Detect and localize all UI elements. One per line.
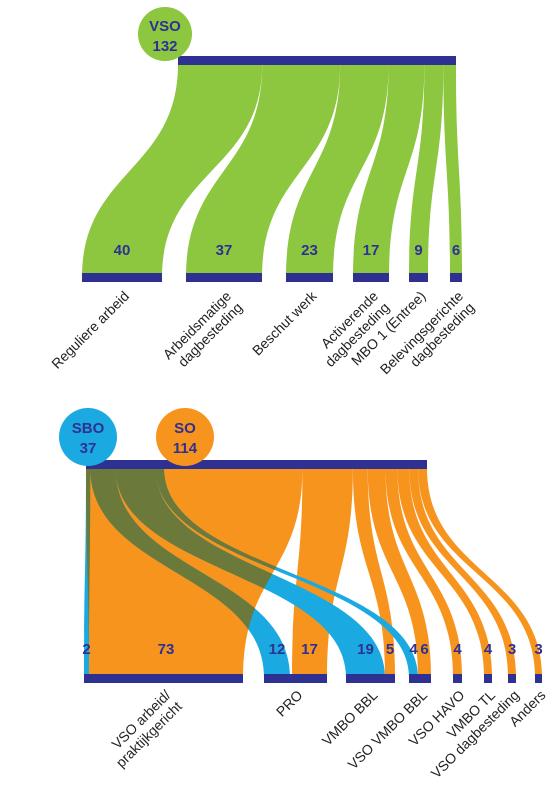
target-value: 23 xyxy=(301,242,318,259)
target-bar xyxy=(82,273,162,282)
source-name-sbo: SBO xyxy=(72,420,105,437)
target-value-so: 4 xyxy=(453,641,462,658)
source-bar-vso xyxy=(178,56,456,65)
target-bar xyxy=(535,674,542,683)
target-value-sbo: 4 xyxy=(409,641,418,658)
target-bar xyxy=(346,674,395,683)
source-total-so: 114 xyxy=(173,440,198,457)
source-bubble-so xyxy=(156,408,214,466)
flow-0 xyxy=(82,64,263,277)
flow-2 xyxy=(286,64,389,277)
target-label: Belevingsgerichtedagbesteding xyxy=(377,288,478,389)
target-label: Arbeidsmatigedagbesteding xyxy=(160,288,246,374)
target-bar xyxy=(508,674,516,683)
target-value-so: 73 xyxy=(158,641,175,658)
source-name: VSO xyxy=(149,18,181,35)
target-bar xyxy=(286,273,333,282)
target-bar xyxy=(353,273,389,282)
flow-1 xyxy=(186,64,341,277)
source-total: 132 xyxy=(152,38,177,55)
target-value-so: 3 xyxy=(508,641,516,658)
target-value: 9 xyxy=(414,242,422,259)
target-value-so: 3 xyxy=(534,641,542,658)
target-bar xyxy=(409,273,428,282)
target-value-so: 17 xyxy=(301,641,318,658)
source-bubble-sbo xyxy=(59,408,117,466)
target-bar xyxy=(484,674,492,683)
target-label: VSO arbeid/praktijkgericht xyxy=(101,687,185,771)
source-bar-so xyxy=(86,460,427,469)
flow-so-7 xyxy=(418,468,542,678)
target-label-line: PRO xyxy=(273,687,306,720)
flow-4 xyxy=(409,64,444,277)
flow-so-1 xyxy=(292,468,353,678)
source-total-sbo: 37 xyxy=(80,440,97,457)
target-bar xyxy=(453,674,462,683)
target-value: 40 xyxy=(114,242,131,259)
target-value-so: 4 xyxy=(484,641,493,658)
target-value-so: 5 xyxy=(386,641,394,658)
target-value: 17 xyxy=(363,242,380,259)
flow-so-3 xyxy=(367,468,431,678)
target-label-line: Beschut werk xyxy=(249,287,320,358)
flow-so-5 xyxy=(397,468,492,678)
source-bubble-vso xyxy=(138,7,192,61)
target-bar xyxy=(84,674,243,683)
target-value: 6 xyxy=(452,242,460,259)
target-label: Reguliere arbeid xyxy=(48,288,132,372)
vso-sankey: 40 Reguliere arbeid 37 Arbeidsmatigedagbest… xyxy=(48,7,478,389)
flow-so-4 xyxy=(385,468,462,678)
source-name-so: SO xyxy=(174,420,196,437)
flow-5 xyxy=(443,64,462,277)
flow-sbo-3 xyxy=(155,468,418,678)
target-value-sbo: 2 xyxy=(82,641,90,658)
target-bar xyxy=(409,674,431,683)
target-bar xyxy=(186,273,262,282)
flow-so-6 xyxy=(409,468,516,678)
target-label: PRO xyxy=(273,687,306,720)
target-bar xyxy=(450,273,462,282)
flow-3 xyxy=(353,64,425,277)
target-value: 37 xyxy=(216,242,233,259)
target-value-so: 6 xyxy=(420,641,428,658)
target-label-line: Reguliere arbeid xyxy=(48,288,132,372)
target-label: Beschut werk xyxy=(249,287,320,358)
target-value-sbo: 19 xyxy=(357,641,374,658)
target-bar xyxy=(264,674,327,683)
target-value-sbo: 12 xyxy=(269,641,286,658)
